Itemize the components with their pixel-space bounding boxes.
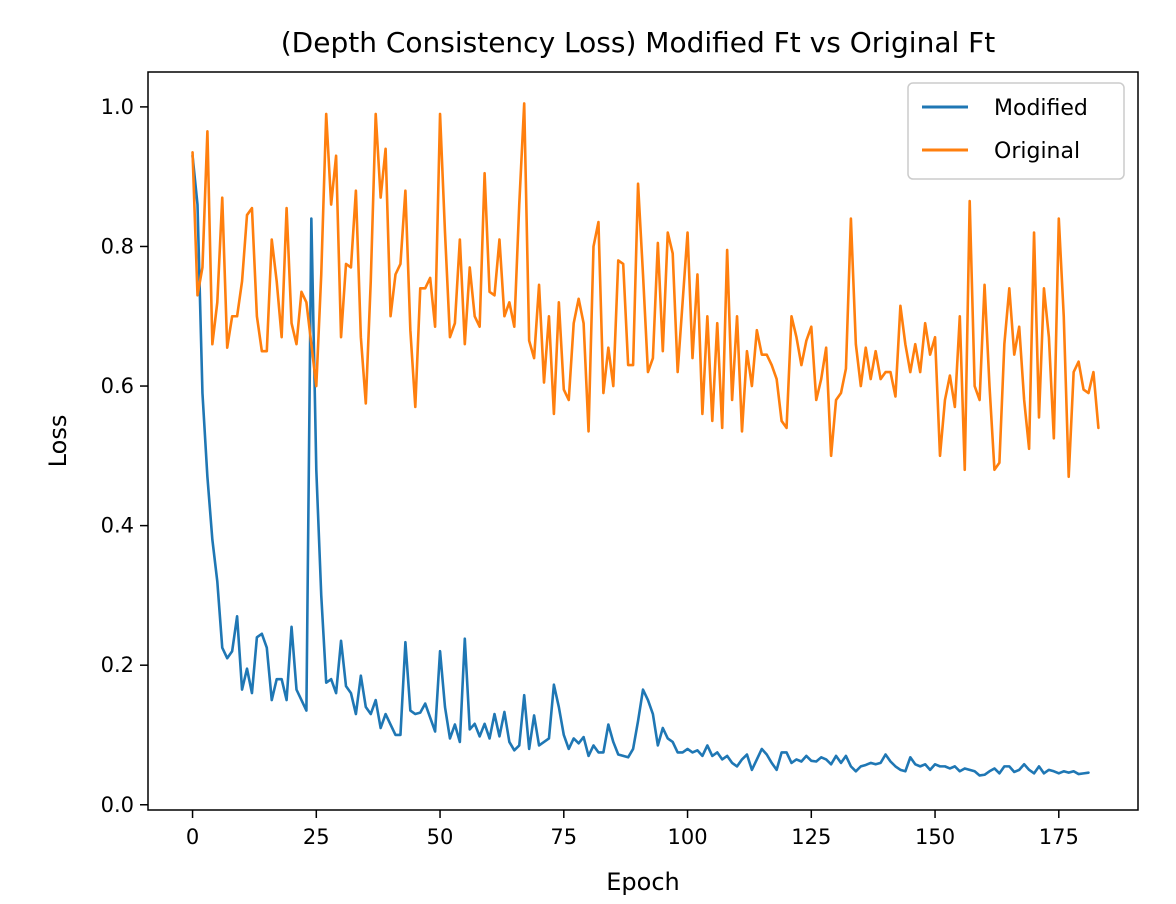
legend: Modified Original bbox=[907, 82, 1125, 180]
x-tick-label: 125 bbox=[791, 825, 831, 849]
x-tick-label: 50 bbox=[427, 825, 454, 849]
legend-label-modified: Modified bbox=[994, 96, 1088, 121]
y-axis-label: Loss bbox=[44, 415, 72, 468]
x-tick-label: 175 bbox=[1039, 825, 1079, 849]
y-tick-label: 0.4 bbox=[101, 514, 134, 538]
x-axis-label: Epoch bbox=[606, 868, 680, 896]
series-line-modified bbox=[191, 154, 1090, 777]
y-tick-label: 0.0 bbox=[101, 793, 134, 817]
series-layer bbox=[191, 102, 1100, 777]
y-axis: 0.0 0.2 0.4 0.6 0.8 1.0 bbox=[101, 95, 148, 817]
chart-title: (Depth Consistency Loss) Modified Ft vs … bbox=[281, 26, 996, 59]
x-axis: 0 25 50 75 100 125 150 175 bbox=[186, 810, 1079, 849]
plot-frame bbox=[147, 71, 1139, 811]
x-tick-label: 150 bbox=[915, 825, 955, 849]
legend-label-original: Original bbox=[994, 139, 1080, 164]
y-tick-label: 1.0 bbox=[101, 95, 134, 119]
series-line-original bbox=[191, 102, 1100, 479]
x-tick-label: 0 bbox=[186, 825, 199, 849]
y-tick-label: 0.8 bbox=[101, 234, 134, 258]
x-tick-label: 100 bbox=[668, 825, 708, 849]
x-tick-label: 25 bbox=[303, 825, 330, 849]
x-tick-label: 75 bbox=[550, 825, 577, 849]
y-tick-label: 0.6 bbox=[101, 374, 134, 398]
y-tick-label: 0.2 bbox=[101, 653, 134, 677]
